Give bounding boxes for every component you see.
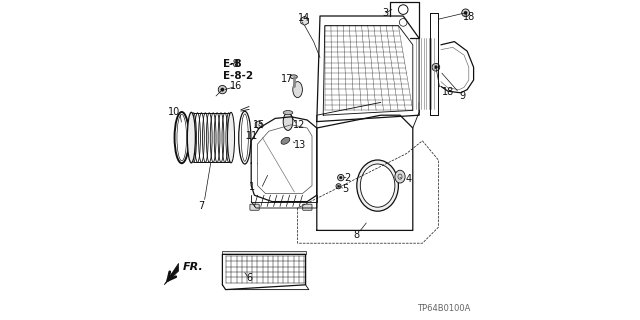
Text: 2: 2	[344, 172, 350, 183]
Polygon shape	[164, 263, 179, 285]
Polygon shape	[255, 121, 262, 129]
Ellipse shape	[283, 111, 293, 115]
Text: 18: 18	[442, 87, 454, 97]
Text: 9: 9	[460, 91, 465, 101]
Ellipse shape	[357, 160, 398, 211]
Circle shape	[432, 63, 440, 71]
Circle shape	[464, 11, 467, 14]
Text: 7: 7	[198, 201, 204, 212]
Text: 13: 13	[294, 140, 307, 150]
Ellipse shape	[360, 164, 395, 207]
Text: 11: 11	[246, 131, 258, 141]
Text: 12: 12	[292, 120, 305, 130]
Text: 1: 1	[249, 182, 255, 192]
Circle shape	[338, 174, 344, 181]
Ellipse shape	[395, 170, 405, 183]
Text: 5: 5	[342, 184, 348, 195]
Ellipse shape	[291, 75, 297, 79]
Ellipse shape	[283, 113, 293, 131]
Text: E-8: E-8	[223, 59, 239, 69]
Text: 3: 3	[383, 8, 388, 19]
Text: 16: 16	[230, 81, 242, 92]
FancyBboxPatch shape	[223, 251, 306, 254]
Text: E-8: E-8	[223, 59, 242, 69]
Text: FR.: FR.	[182, 262, 203, 272]
Text: E-8-2: E-8-2	[223, 71, 253, 81]
Circle shape	[221, 88, 224, 91]
Polygon shape	[301, 16, 308, 25]
Text: 14: 14	[298, 12, 310, 23]
Circle shape	[337, 185, 340, 187]
FancyBboxPatch shape	[250, 204, 259, 210]
Circle shape	[336, 184, 341, 189]
Ellipse shape	[281, 137, 290, 144]
Text: 15: 15	[253, 120, 265, 131]
Text: 6: 6	[246, 273, 253, 284]
Text: 18: 18	[463, 12, 476, 22]
Circle shape	[435, 66, 437, 69]
Circle shape	[218, 85, 227, 94]
Ellipse shape	[228, 112, 235, 163]
Ellipse shape	[188, 112, 195, 163]
Text: 17: 17	[282, 74, 294, 84]
Circle shape	[462, 9, 469, 17]
Text: 4: 4	[406, 174, 412, 184]
Text: 8: 8	[354, 230, 360, 240]
Ellipse shape	[292, 82, 303, 98]
FancyBboxPatch shape	[303, 204, 312, 210]
Text: TP64B0100A: TP64B0100A	[417, 304, 470, 313]
Circle shape	[339, 176, 342, 179]
Text: 10: 10	[168, 107, 180, 117]
